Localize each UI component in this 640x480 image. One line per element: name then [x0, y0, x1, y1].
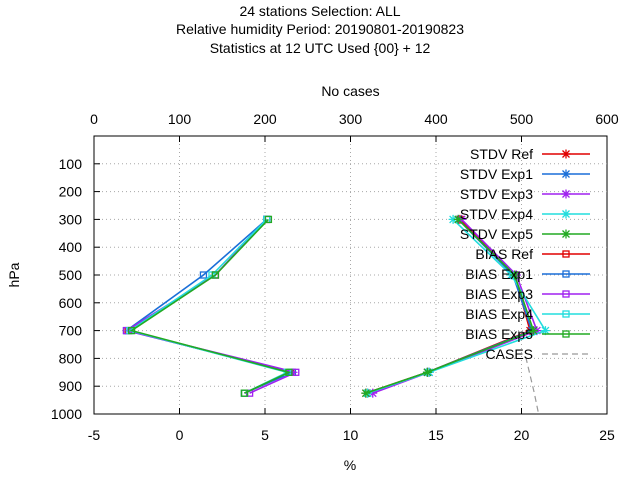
data-point [453, 214, 463, 224]
y-tick-label: 600 [59, 295, 83, 311]
data-point [264, 215, 273, 224]
x-tick-label: 20 [514, 427, 530, 443]
series-line [525, 356, 540, 415]
y-tick-label: 800 [59, 350, 83, 366]
data-point [510, 270, 520, 280]
data-point [561, 169, 571, 179]
legend-label: STDV Exp1 [460, 166, 533, 182]
x-tick-label: 5 [261, 427, 269, 443]
legend-label: STDV Exp4 [460, 206, 533, 222]
x2-tick-label: 600 [595, 111, 619, 127]
data-point [240, 389, 249, 397]
y-tick-label: 400 [59, 239, 83, 255]
x2-tick-label: 0 [90, 111, 98, 127]
x2-tick-label: 200 [253, 111, 277, 127]
series-line [129, 218, 292, 394]
data-point [422, 367, 432, 377]
data-point [562, 250, 570, 258]
legend-label: BIAS Exp3 [465, 286, 533, 302]
series-bias-exp5 [127, 215, 293, 397]
legend-label: BIAS Ref [475, 246, 533, 262]
y-tick-label: 1000 [51, 406, 82, 422]
legend-label: BIAS Exp1 [465, 266, 533, 282]
x2-tick-label: 400 [424, 111, 448, 127]
legend-label: STDV Exp5 [460, 226, 533, 242]
data-point [561, 149, 571, 159]
x2-tick-label: 500 [510, 111, 534, 127]
data-point [561, 209, 571, 219]
legend: STDV Ref STDV Exp1 STDV Exp3 STDV Exp4 STDV … [460, 146, 590, 362]
x-tick-label: 15 [428, 427, 444, 443]
x2-tick-label: 100 [168, 111, 192, 127]
data-point [211, 271, 220, 279]
series-bias-ref [124, 215, 295, 397]
legend-label: STDV Exp3 [460, 186, 533, 202]
series-line [128, 218, 290, 394]
chart-title-line-1: 24 stations Selection: ALL [239, 3, 401, 19]
chart-title-line-3: Statistics at 12 UTC Used {00} + 12 [209, 40, 431, 56]
data-point [361, 388, 371, 398]
series-cases [525, 356, 540, 415]
series-bias-exp4 [126, 215, 291, 397]
x-tick-label: 0 [176, 427, 184, 443]
data-point [448, 214, 458, 224]
x-tick-label: -5 [88, 427, 101, 443]
data-point [528, 326, 538, 336]
data-point [561, 189, 571, 199]
data-point [540, 326, 550, 336]
y-tick-label: 100 [59, 156, 83, 172]
data-point [199, 271, 208, 279]
x-tick-label: 10 [343, 427, 359, 443]
data-point [562, 310, 570, 318]
y-tick-label: 700 [59, 323, 83, 339]
data-point [561, 229, 571, 239]
y-axis-title: hPa [6, 262, 22, 287]
y-tick-label: 900 [59, 378, 83, 394]
data-point [292, 368, 300, 376]
x-axis-title: % [344, 457, 356, 473]
chart-title-line-2: Relative humidity Period: 20190801-20190… [176, 21, 464, 37]
data-point [285, 368, 293, 376]
y-tick-label: 500 [59, 267, 83, 283]
data-point [127, 326, 136, 335]
data-point [562, 290, 570, 298]
legend-label: BIAS Exp4 [465, 306, 533, 322]
data-point [368, 388, 378, 398]
x-tick-label: 25 [599, 427, 615, 443]
legend-label: STDV Ref [470, 146, 533, 162]
data-point [562, 270, 570, 278]
data-point [562, 330, 570, 338]
series-stdv-exp5 [361, 214, 538, 398]
series-bias-exp1 [122, 215, 297, 397]
x2-axis-title: No cases [321, 83, 379, 99]
x2-tick-label: 300 [339, 111, 363, 127]
y-tick-label: 200 [59, 184, 83, 200]
legend-label: BIAS Exp5 [465, 326, 533, 342]
legend-label: CASES [486, 346, 533, 362]
y-tick-label: 300 [59, 211, 83, 227]
